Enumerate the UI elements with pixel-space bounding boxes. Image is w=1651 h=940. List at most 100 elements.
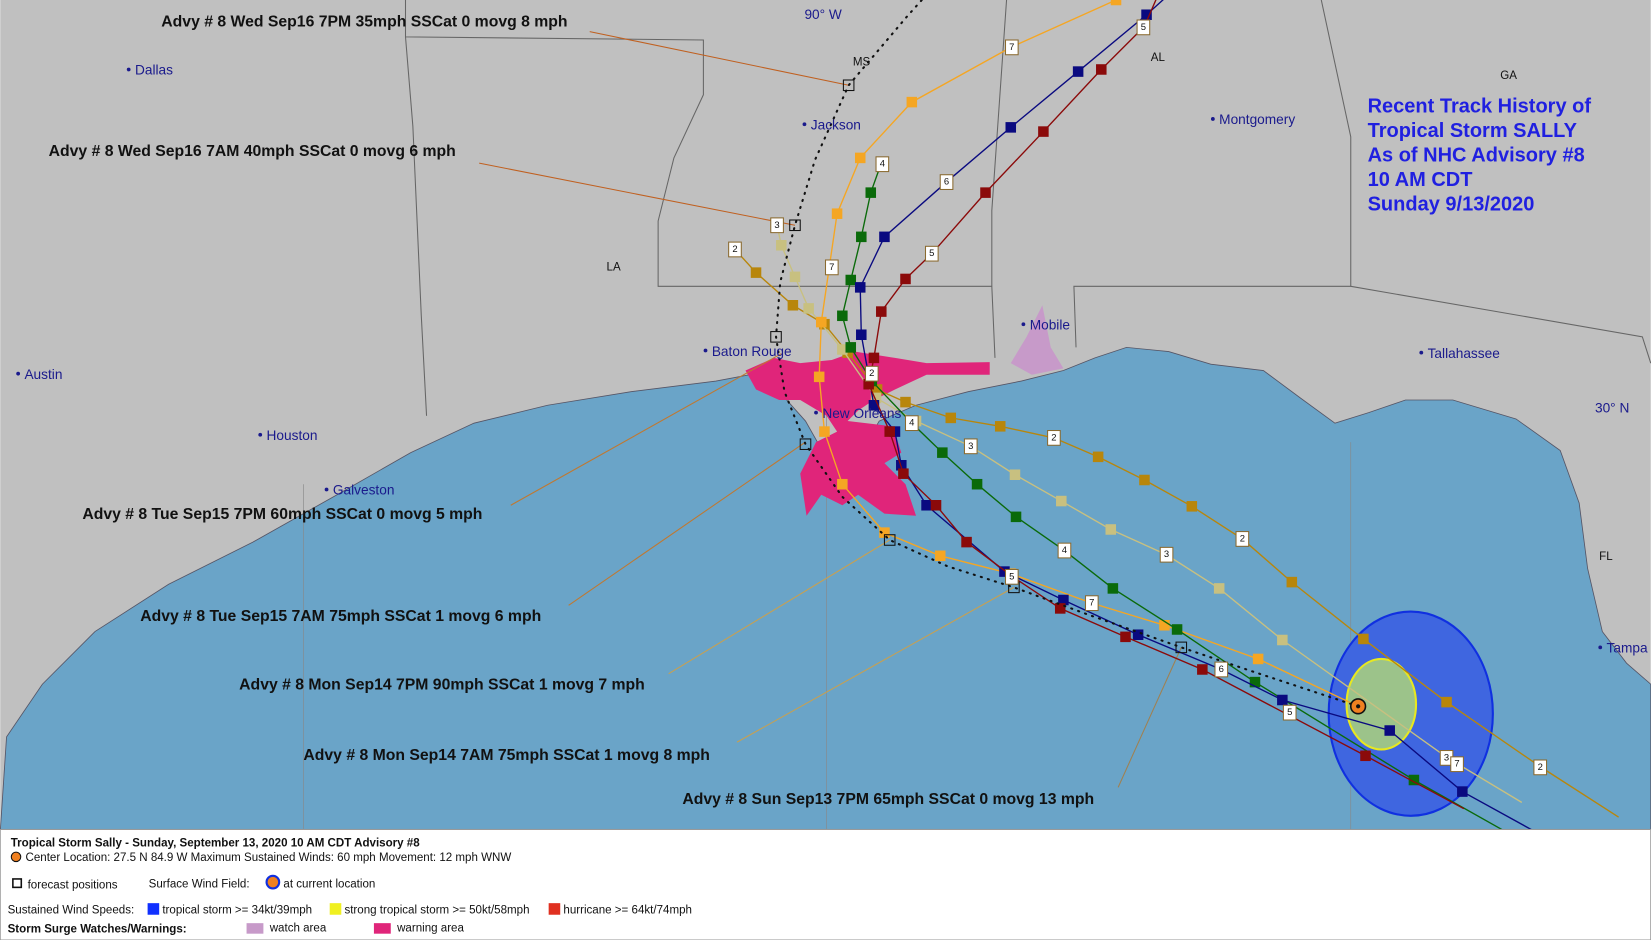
track-position <box>1105 524 1117 535</box>
title-line: As of NHC Advisory #8 <box>1368 145 1585 167</box>
track-label: 2 <box>732 244 737 255</box>
track-position <box>937 447 948 458</box>
track-position <box>1197 664 1208 675</box>
track-position <box>971 478 983 490</box>
track-position <box>1252 653 1264 665</box>
legend-surge-swatch <box>246 923 264 934</box>
track-label-box <box>1004 39 1019 56</box>
city-label: Galveston <box>333 483 395 498</box>
track-position <box>1360 750 1371 762</box>
track-position <box>1058 594 1069 606</box>
track-label-box <box>939 174 954 190</box>
advisory-label: Advy # 8 Wed Sep16 7AM 40mph SSCat 0 mov… <box>49 143 456 160</box>
track-position <box>842 79 855 92</box>
track-position <box>980 187 991 198</box>
track-position <box>1186 501 1198 512</box>
track-label-box <box>770 217 784 234</box>
city-label: Baton Rouge <box>712 344 792 359</box>
track-position <box>1441 696 1452 708</box>
track-label: 7 <box>829 262 834 273</box>
track-position <box>1286 576 1298 588</box>
track-label-box <box>924 245 939 262</box>
track-position <box>803 303 814 314</box>
storm-track <box>859 0 1536 833</box>
legend-speed: tropical storm >= 34kt/39mph <box>162 905 312 917</box>
track-position <box>871 384 883 395</box>
legend-center-icon <box>10 851 22 863</box>
track-label: 2 <box>1538 762 1543 773</box>
track-position <box>1009 469 1021 480</box>
track-position <box>789 271 801 283</box>
track-label: 7 <box>1009 42 1014 53</box>
track-position <box>1092 451 1104 463</box>
track-label-box <box>1057 542 1072 559</box>
track-position <box>854 152 866 164</box>
track-position <box>868 400 880 411</box>
track-position <box>816 316 827 328</box>
legend-forecast: forecast positions <box>28 879 118 891</box>
track-label: 4 <box>880 159 885 170</box>
track-label-box <box>904 415 919 432</box>
track-position <box>863 378 874 390</box>
city-dot <box>16 371 21 376</box>
track-position <box>837 344 848 355</box>
track-position <box>845 342 857 353</box>
track-label-box <box>1047 430 1061 446</box>
track-label: 3 <box>1444 752 1449 763</box>
track-label: 3 <box>774 220 779 231</box>
track-position <box>1175 641 1188 654</box>
leader-line <box>1117 647 1182 788</box>
city-label: Montgomery <box>1219 112 1295 127</box>
track-position <box>799 438 812 450</box>
track-position <box>1171 624 1183 635</box>
track-position <box>930 500 942 511</box>
storm-track <box>818 0 1359 707</box>
track-position <box>787 300 799 311</box>
city-label: New Orleans <box>822 406 901 421</box>
city-dot <box>258 432 263 437</box>
legend-speed-swatch <box>329 903 342 915</box>
track-position <box>854 282 866 293</box>
track-position <box>1358 633 1369 645</box>
legend-surge: watch area <box>269 923 327 935</box>
track-label-box <box>824 259 839 276</box>
track-position <box>1107 583 1119 594</box>
track-position <box>1132 629 1144 640</box>
city-dot <box>324 487 329 492</box>
track-position <box>876 306 887 317</box>
track-label: 7 <box>1454 759 1459 770</box>
track-position <box>1457 786 1468 797</box>
track-position <box>1096 64 1107 75</box>
track-position <box>884 426 895 437</box>
advisory-label: Advy # 8 Mon Sep14 7PM 90mph SSCat 1 mov… <box>239 676 645 693</box>
legend-speeds-title: Sustained Wind Speeds: <box>8 905 135 917</box>
track-position <box>900 273 911 285</box>
track-position <box>776 240 787 251</box>
track-label-box <box>1214 661 1229 678</box>
state-borders <box>303 0 1651 832</box>
graticule-label: 30° N <box>1595 401 1629 416</box>
state-label: LA <box>607 262 621 274</box>
storm-track <box>867 0 1465 810</box>
track-position <box>831 208 843 219</box>
track-position <box>856 329 867 340</box>
advisory-label: Advy # 8 Tue Sep15 7AM 75mph SSCat 1 mov… <box>140 608 541 625</box>
track-position <box>770 331 782 343</box>
track-position <box>750 267 762 278</box>
track-position <box>819 426 830 437</box>
city-dot <box>814 410 818 415</box>
track-label: 3 <box>1164 549 1169 560</box>
track-position <box>879 527 890 538</box>
track-label: 5 <box>1141 22 1146 33</box>
city-dot <box>703 348 708 353</box>
leader-line <box>589 31 849 86</box>
track-position <box>870 392 882 404</box>
track-position <box>906 96 918 108</box>
track-label: 4 <box>909 418 914 429</box>
track-position <box>865 187 877 198</box>
title-line: 10 AM CDT <box>1368 169 1473 191</box>
track-position <box>1159 620 1170 631</box>
city-dot <box>1210 117 1215 121</box>
track-position <box>1110 0 1122 6</box>
